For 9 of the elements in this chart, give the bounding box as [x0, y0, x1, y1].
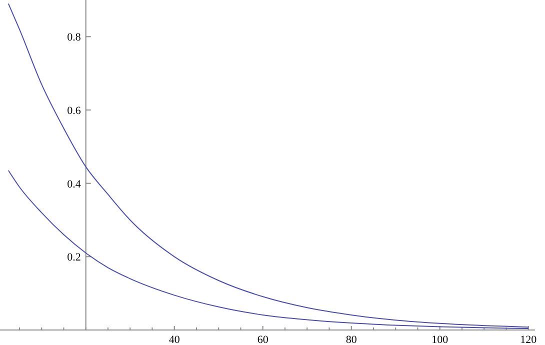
y-tick-label: 0.4	[67, 178, 82, 190]
y-tick-label: 0.6	[67, 105, 82, 117]
x-tick-label: 40	[168, 334, 180, 345]
y-tick-label: 0.2	[67, 252, 81, 264]
y-tick-label: 0.8	[67, 32, 82, 44]
x-tick-label: 60	[257, 334, 269, 345]
x-tick-label: 120	[520, 334, 538, 345]
x-tick-label: 80	[346, 334, 358, 345]
x-tick-label: 100	[432, 334, 449, 345]
